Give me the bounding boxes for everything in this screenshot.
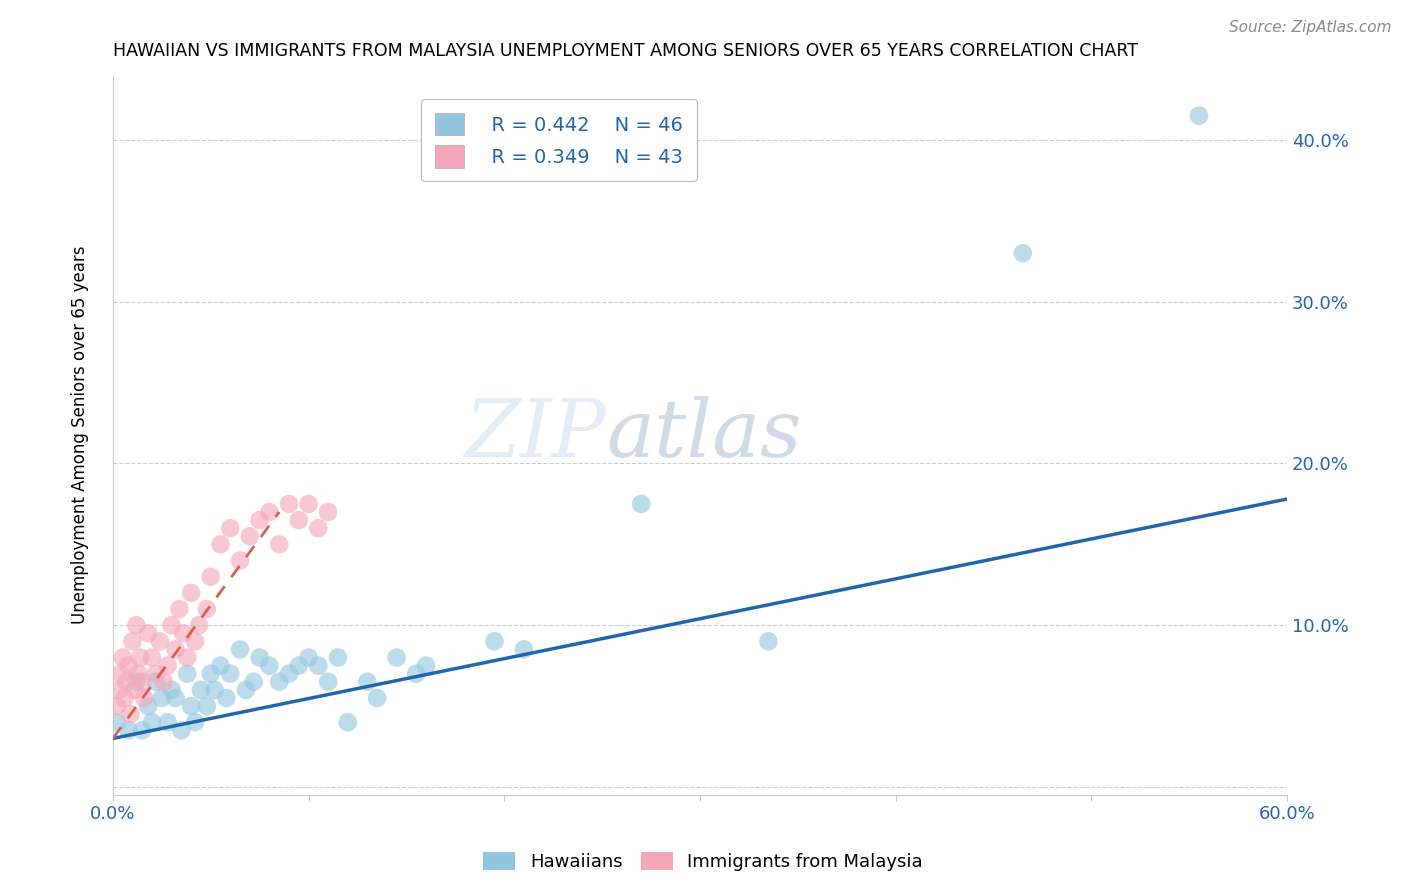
Point <box>758 634 780 648</box>
Point <box>136 626 159 640</box>
Legend: Hawaiians, Immigrants from Malaysia: Hawaiians, Immigrants from Malaysia <box>475 845 931 879</box>
Point <box>156 658 179 673</box>
Legend:   R = 0.442    N = 46,   R = 0.349    N = 43: R = 0.442 N = 46, R = 0.349 N = 43 <box>422 99 697 181</box>
Point <box>134 691 156 706</box>
Point <box>209 658 232 673</box>
Point <box>269 537 291 551</box>
Point <box>249 513 271 527</box>
Point <box>195 699 218 714</box>
Y-axis label: Unemployment Among Seniors over 65 years: Unemployment Among Seniors over 65 years <box>72 246 89 624</box>
Point <box>184 634 207 648</box>
Point <box>180 586 202 600</box>
Point <box>107 682 129 697</box>
Point <box>215 691 238 706</box>
Point <box>269 674 291 689</box>
Point <box>219 666 242 681</box>
Point <box>195 602 218 616</box>
Point <box>209 537 232 551</box>
Point <box>120 707 142 722</box>
Point <box>150 691 173 706</box>
Point <box>1012 246 1035 260</box>
Point <box>184 715 207 730</box>
Point <box>117 723 139 738</box>
Text: ZIP: ZIP <box>464 396 606 474</box>
Point <box>316 674 339 689</box>
Point <box>249 650 271 665</box>
Point <box>145 674 167 689</box>
Point <box>160 682 183 697</box>
Point <box>190 682 212 697</box>
Point <box>169 602 191 616</box>
Point <box>131 674 153 689</box>
Point <box>235 682 257 697</box>
Point <box>165 691 187 706</box>
Point <box>117 658 139 673</box>
Point <box>165 642 187 657</box>
Point <box>176 666 198 681</box>
Point <box>152 674 174 689</box>
Point <box>316 505 339 519</box>
Point <box>115 674 138 689</box>
Point <box>200 570 222 584</box>
Point <box>326 650 349 665</box>
Point <box>366 691 388 706</box>
Point <box>125 674 148 689</box>
Point <box>127 666 149 681</box>
Point <box>259 505 281 519</box>
Point <box>239 529 262 543</box>
Point <box>287 658 309 673</box>
Point <box>242 674 264 689</box>
Point <box>405 666 427 681</box>
Point <box>513 642 536 657</box>
Text: atlas: atlas <box>606 396 801 474</box>
Point <box>278 666 301 681</box>
Point <box>124 682 146 697</box>
Point <box>141 650 163 665</box>
Point <box>105 699 128 714</box>
Point <box>287 513 309 527</box>
Point <box>141 715 163 730</box>
Point <box>219 521 242 535</box>
Point <box>307 521 329 535</box>
Point <box>188 618 211 632</box>
Point <box>200 666 222 681</box>
Point <box>145 666 167 681</box>
Point <box>125 618 148 632</box>
Point <box>336 715 359 730</box>
Point <box>131 723 153 738</box>
Point <box>172 626 194 640</box>
Point <box>176 650 198 665</box>
Point <box>229 553 252 567</box>
Point <box>114 691 136 706</box>
Point <box>136 699 159 714</box>
Point <box>385 650 408 665</box>
Point <box>121 634 143 648</box>
Point <box>170 723 193 738</box>
Point <box>111 650 134 665</box>
Point <box>297 650 319 665</box>
Point <box>297 497 319 511</box>
Point <box>204 682 226 697</box>
Point <box>259 658 281 673</box>
Point <box>484 634 506 648</box>
Point <box>110 666 132 681</box>
Point <box>356 674 378 689</box>
Point <box>160 618 183 632</box>
Point <box>229 642 252 657</box>
Point <box>129 650 152 665</box>
Point <box>415 658 437 673</box>
Point <box>1188 109 1211 123</box>
Text: HAWAIIAN VS IMMIGRANTS FROM MALAYSIA UNEMPLOYMENT AMONG SENIORS OVER 65 YEARS CO: HAWAIIAN VS IMMIGRANTS FROM MALAYSIA UNE… <box>112 42 1137 60</box>
Point <box>307 658 329 673</box>
Point <box>149 634 172 648</box>
Point <box>278 497 301 511</box>
Point <box>156 715 179 730</box>
Point <box>180 699 202 714</box>
Text: Source: ZipAtlas.com: Source: ZipAtlas.com <box>1229 20 1392 35</box>
Point <box>105 715 128 730</box>
Point <box>630 497 652 511</box>
